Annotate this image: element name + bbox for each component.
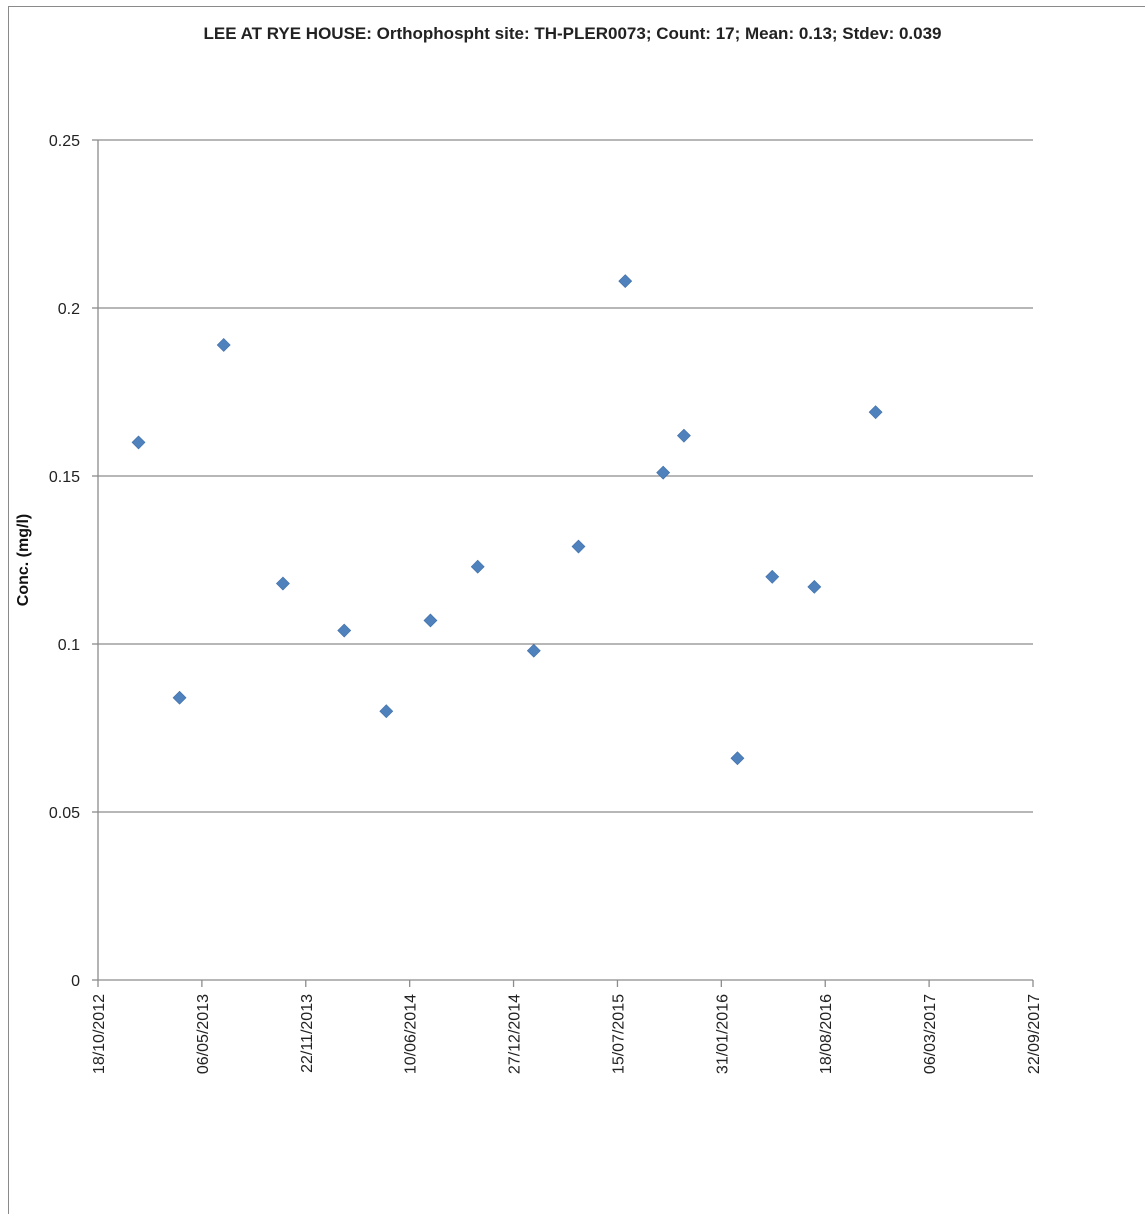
axes — [92, 139, 1034, 987]
y-tick-label: 0.05 — [49, 805, 80, 822]
y-tick-label: 0.1 — [58, 637, 80, 654]
data-point — [807, 579, 822, 594]
chart-frame — [8, 6, 1145, 1214]
x-tick-label: 18/10/2012 — [91, 994, 108, 1074]
x-tick-label: 06/03/2017 — [922, 994, 939, 1074]
x-tick-labels: 18/10/2012 06/05/2013 22/11/2013 10/06/2014… — [91, 994, 1043, 1074]
data-point — [571, 539, 586, 554]
y-tick-label: 0.25 — [49, 133, 80, 150]
x-tick-label: 22/09/2017 — [1026, 994, 1043, 1074]
data-point — [131, 435, 146, 450]
x-tick-label: 27/12/2014 — [507, 994, 524, 1074]
x-tick-label: 22/11/2013 — [299, 994, 316, 1073]
data-point — [868, 405, 883, 420]
data-point — [470, 559, 485, 574]
x-tick-label: 06/05/2013 — [195, 994, 212, 1074]
data-point — [275, 576, 290, 591]
data-point — [337, 623, 352, 638]
data-point — [379, 704, 394, 719]
data-point — [526, 643, 541, 658]
x-tick-label: 18/08/2016 — [818, 994, 835, 1074]
y-tick-label: 0.2 — [58, 301, 80, 318]
x-tick-label: 31/01/2016 — [714, 994, 731, 1074]
data-point — [730, 751, 745, 766]
data-point — [618, 274, 633, 289]
data-point — [656, 465, 671, 480]
data-point — [216, 338, 231, 352]
gridlines — [98, 139, 1033, 813]
y-tick-label: 0.15 — [49, 469, 80, 486]
data-point — [677, 428, 691, 443]
data-point — [423, 613, 438, 628]
x-tick-label: 10/06/2014 — [403, 994, 420, 1074]
x-tick-label: 15/07/2015 — [610, 994, 627, 1074]
data-points — [131, 274, 883, 766]
y-tick-labels: 0 0.05 0.1 0.15 0.2 0.25 — [49, 133, 80, 990]
chart-title: LEE AT RYE HOUSE: Orthophospht site: TH-… — [203, 24, 942, 43]
data-point — [172, 690, 187, 705]
y-tick-label: 0 — [71, 973, 80, 990]
data-point — [765, 569, 780, 584]
